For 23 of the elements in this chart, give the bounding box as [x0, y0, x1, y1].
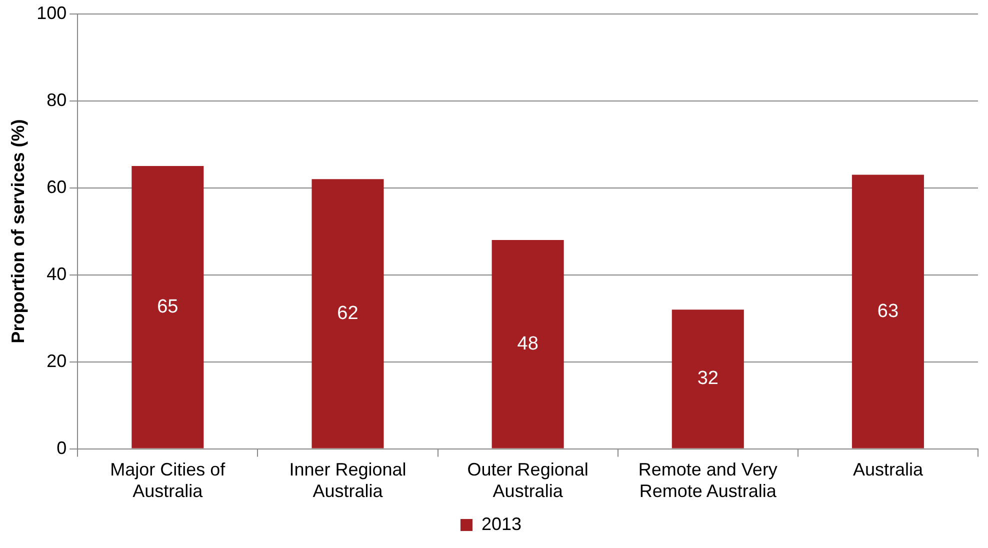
y-tick-label: 20	[46, 350, 67, 371]
y-tick-label: 60	[46, 176, 67, 197]
data-label: 65	[157, 296, 178, 318]
bar	[852, 174, 924, 448]
y-axis-title: Proportion of services (%)	[8, 119, 28, 344]
data-label: 32	[697, 368, 718, 390]
x-tick-label: Australia	[852, 460, 924, 480]
y-tick-label: 80	[46, 90, 67, 110]
y-tick-label: 40	[46, 264, 67, 284]
y-tick-label: 100	[36, 2, 67, 23]
data-label: 63	[877, 300, 899, 322]
legend-label: 2013	[481, 514, 522, 534]
y-tick-label: 0	[56, 438, 67, 458]
x-tick-label: Remote and Very Remote Australia	[638, 460, 778, 502]
bar	[312, 179, 384, 448]
data-label: 48	[517, 333, 538, 354]
bar	[492, 240, 564, 448]
x-tick-label: Inner Regional Australia	[289, 460, 406, 502]
x-tick-label: Major Cities of Australia	[110, 460, 226, 502]
bar	[132, 166, 204, 448]
bar	[672, 310, 744, 448]
data-label: 62	[337, 302, 358, 324]
x-tick-label: Outer Regional Australia	[467, 460, 588, 502]
